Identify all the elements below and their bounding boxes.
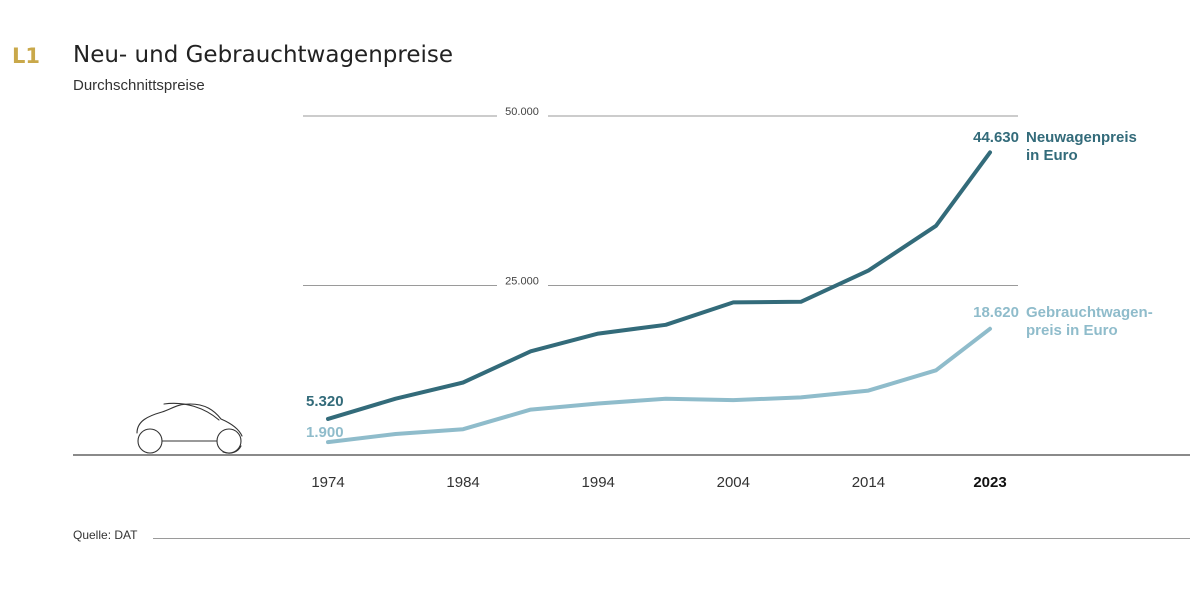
x-tick-label: 2023: [973, 474, 1006, 491]
series-name-label-gebrauchtwagenpreis: preis in Euro: [1026, 322, 1118, 339]
source-note: Quelle: DAT: [73, 528, 138, 542]
x-tick-label: 1974: [311, 474, 344, 491]
series-line-neuwagenpreis: [326, 150, 992, 421]
grid-layer: 25.000 50.000: [303, 106, 1018, 288]
chart-subtitle: Durchschnittspreise: [73, 77, 205, 94]
x-tick-label: 1994: [582, 474, 615, 491]
x-tick-label: 2004: [717, 474, 750, 491]
start-value-label-neuwagenpreis: 5.320: [306, 393, 344, 410]
series-name-label-gebrauchtwagenpreis: Gebrauchtwagen-: [1026, 304, 1153, 321]
figure-label: L1: [12, 44, 40, 68]
y-tick-label: 50.000: [505, 106, 539, 118]
chart-title: Neu- und Gebrauchtwagenpreise: [73, 42, 454, 68]
x-tick-label: 1984: [446, 474, 479, 491]
end-value-label-neuwagenpreis: 44.630: [973, 129, 1019, 146]
series-layer: [326, 150, 992, 445]
series-name-label-neuwagenpreis: Neuwagenpreis: [1026, 129, 1137, 146]
y-tick-label: 25.000: [505, 276, 539, 288]
series-line-gebrauchtwagenpreis: [326, 326, 992, 445]
series-name-label-neuwagenpreis: in Euro: [1026, 147, 1078, 164]
start-value-label-gebrauchtwagenpreis: 1.900: [306, 424, 344, 441]
car-illustration-icon: [136, 402, 243, 454]
x-axis: 1974 1984 1994 2004 2014 2023: [73, 454, 1190, 491]
x-tick-label: 2014: [852, 474, 885, 491]
source-divider: [153, 538, 1190, 539]
end-value-label-gebrauchtwagenpreis: 18.620: [973, 304, 1019, 321]
